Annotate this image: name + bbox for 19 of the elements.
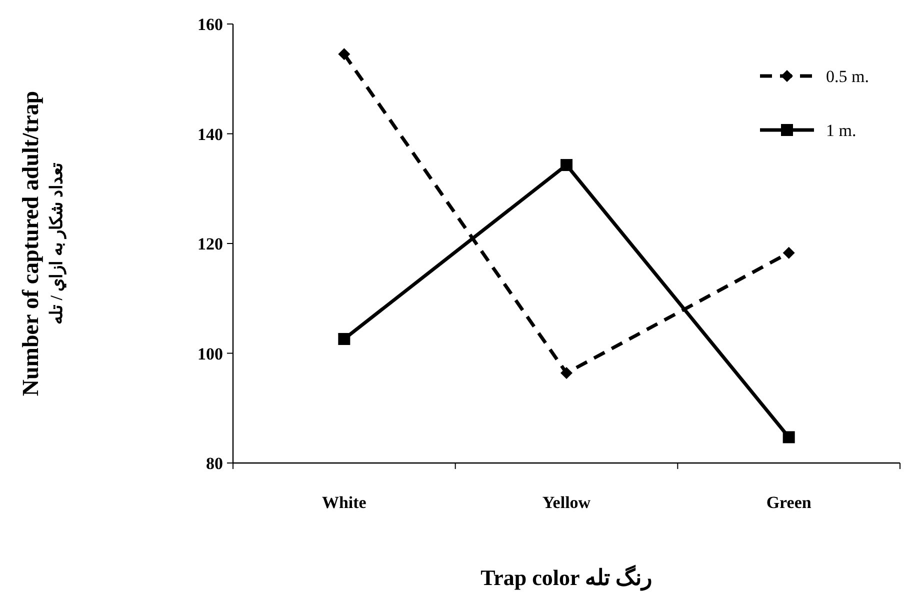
point [560, 367, 572, 380]
legend-label: 0.5 m. [826, 67, 869, 86]
x-tick-label: Yellow [542, 493, 592, 512]
text: Number of captured adult/trap [18, 90, 43, 396]
point [560, 159, 572, 172]
text: تعداد شکار به ازاي / تله [47, 162, 66, 324]
y-tick-label: 120 [198, 234, 223, 254]
x-tick-label: Green [766, 493, 812, 512]
point [338, 332, 350, 345]
x-tick-label: White [322, 493, 367, 512]
point [782, 431, 795, 444]
y-tick-label: 140 [198, 124, 223, 144]
y-tick-label: 80 [206, 454, 223, 473]
point [338, 48, 350, 60]
y-tick-label: 100 [198, 344, 223, 364]
point [782, 246, 795, 259]
legend-label: 1 m. [826, 121, 856, 140]
y-tick-label: 160 [198, 15, 223, 34]
x-axis-title: Trap color رنگ تله [480, 564, 652, 591]
